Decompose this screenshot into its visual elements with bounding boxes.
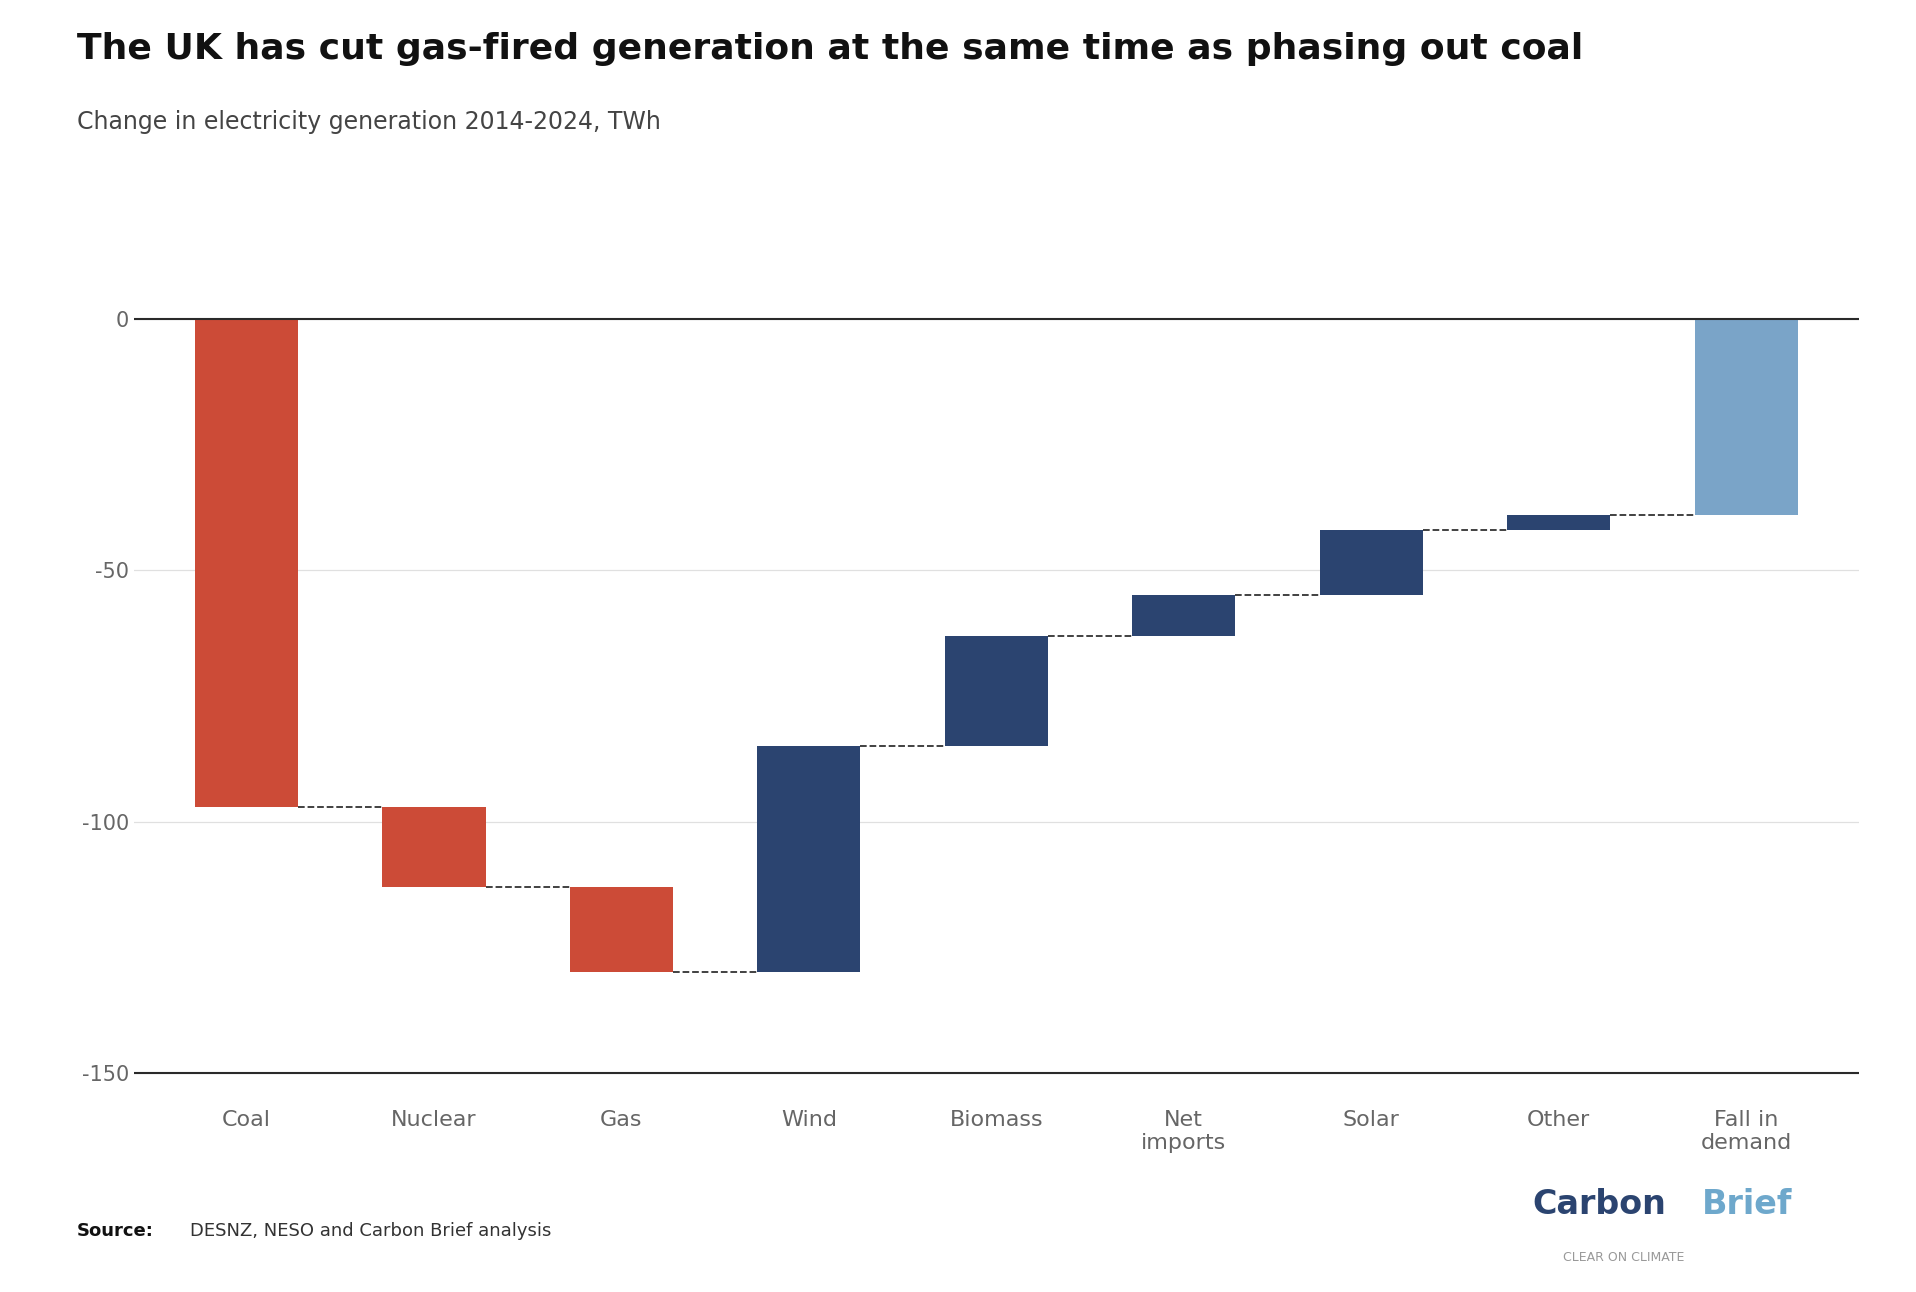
Bar [757, 747, 860, 973]
Text: DESNZ, NESO and Carbon Brief analysis: DESNZ, NESO and Carbon Brief analysis [190, 1222, 552, 1240]
Text: The UK has cut gas-fired generation at the same time as phasing out coal: The UK has cut gas-fired generation at t… [77, 32, 1583, 66]
Bar [945, 636, 1048, 747]
Bar [1694, 319, 1797, 516]
Bar [1508, 516, 1609, 530]
Bar [569, 888, 673, 973]
Text: CLEAR ON CLIMATE: CLEAR ON CLIMATE [1563, 1251, 1684, 1264]
Bar [195, 319, 299, 806]
Text: Carbon: Carbon [1533, 1187, 1667, 1221]
Bar [1132, 596, 1236, 636]
Text: Change in electricity generation 2014-2024, TWh: Change in electricity generation 2014-20… [77, 110, 661, 134]
Text: Source:: Source: [77, 1222, 153, 1240]
Bar [1320, 530, 1424, 596]
Text: Brief: Brief [1701, 1187, 1791, 1221]
Bar [383, 806, 485, 888]
